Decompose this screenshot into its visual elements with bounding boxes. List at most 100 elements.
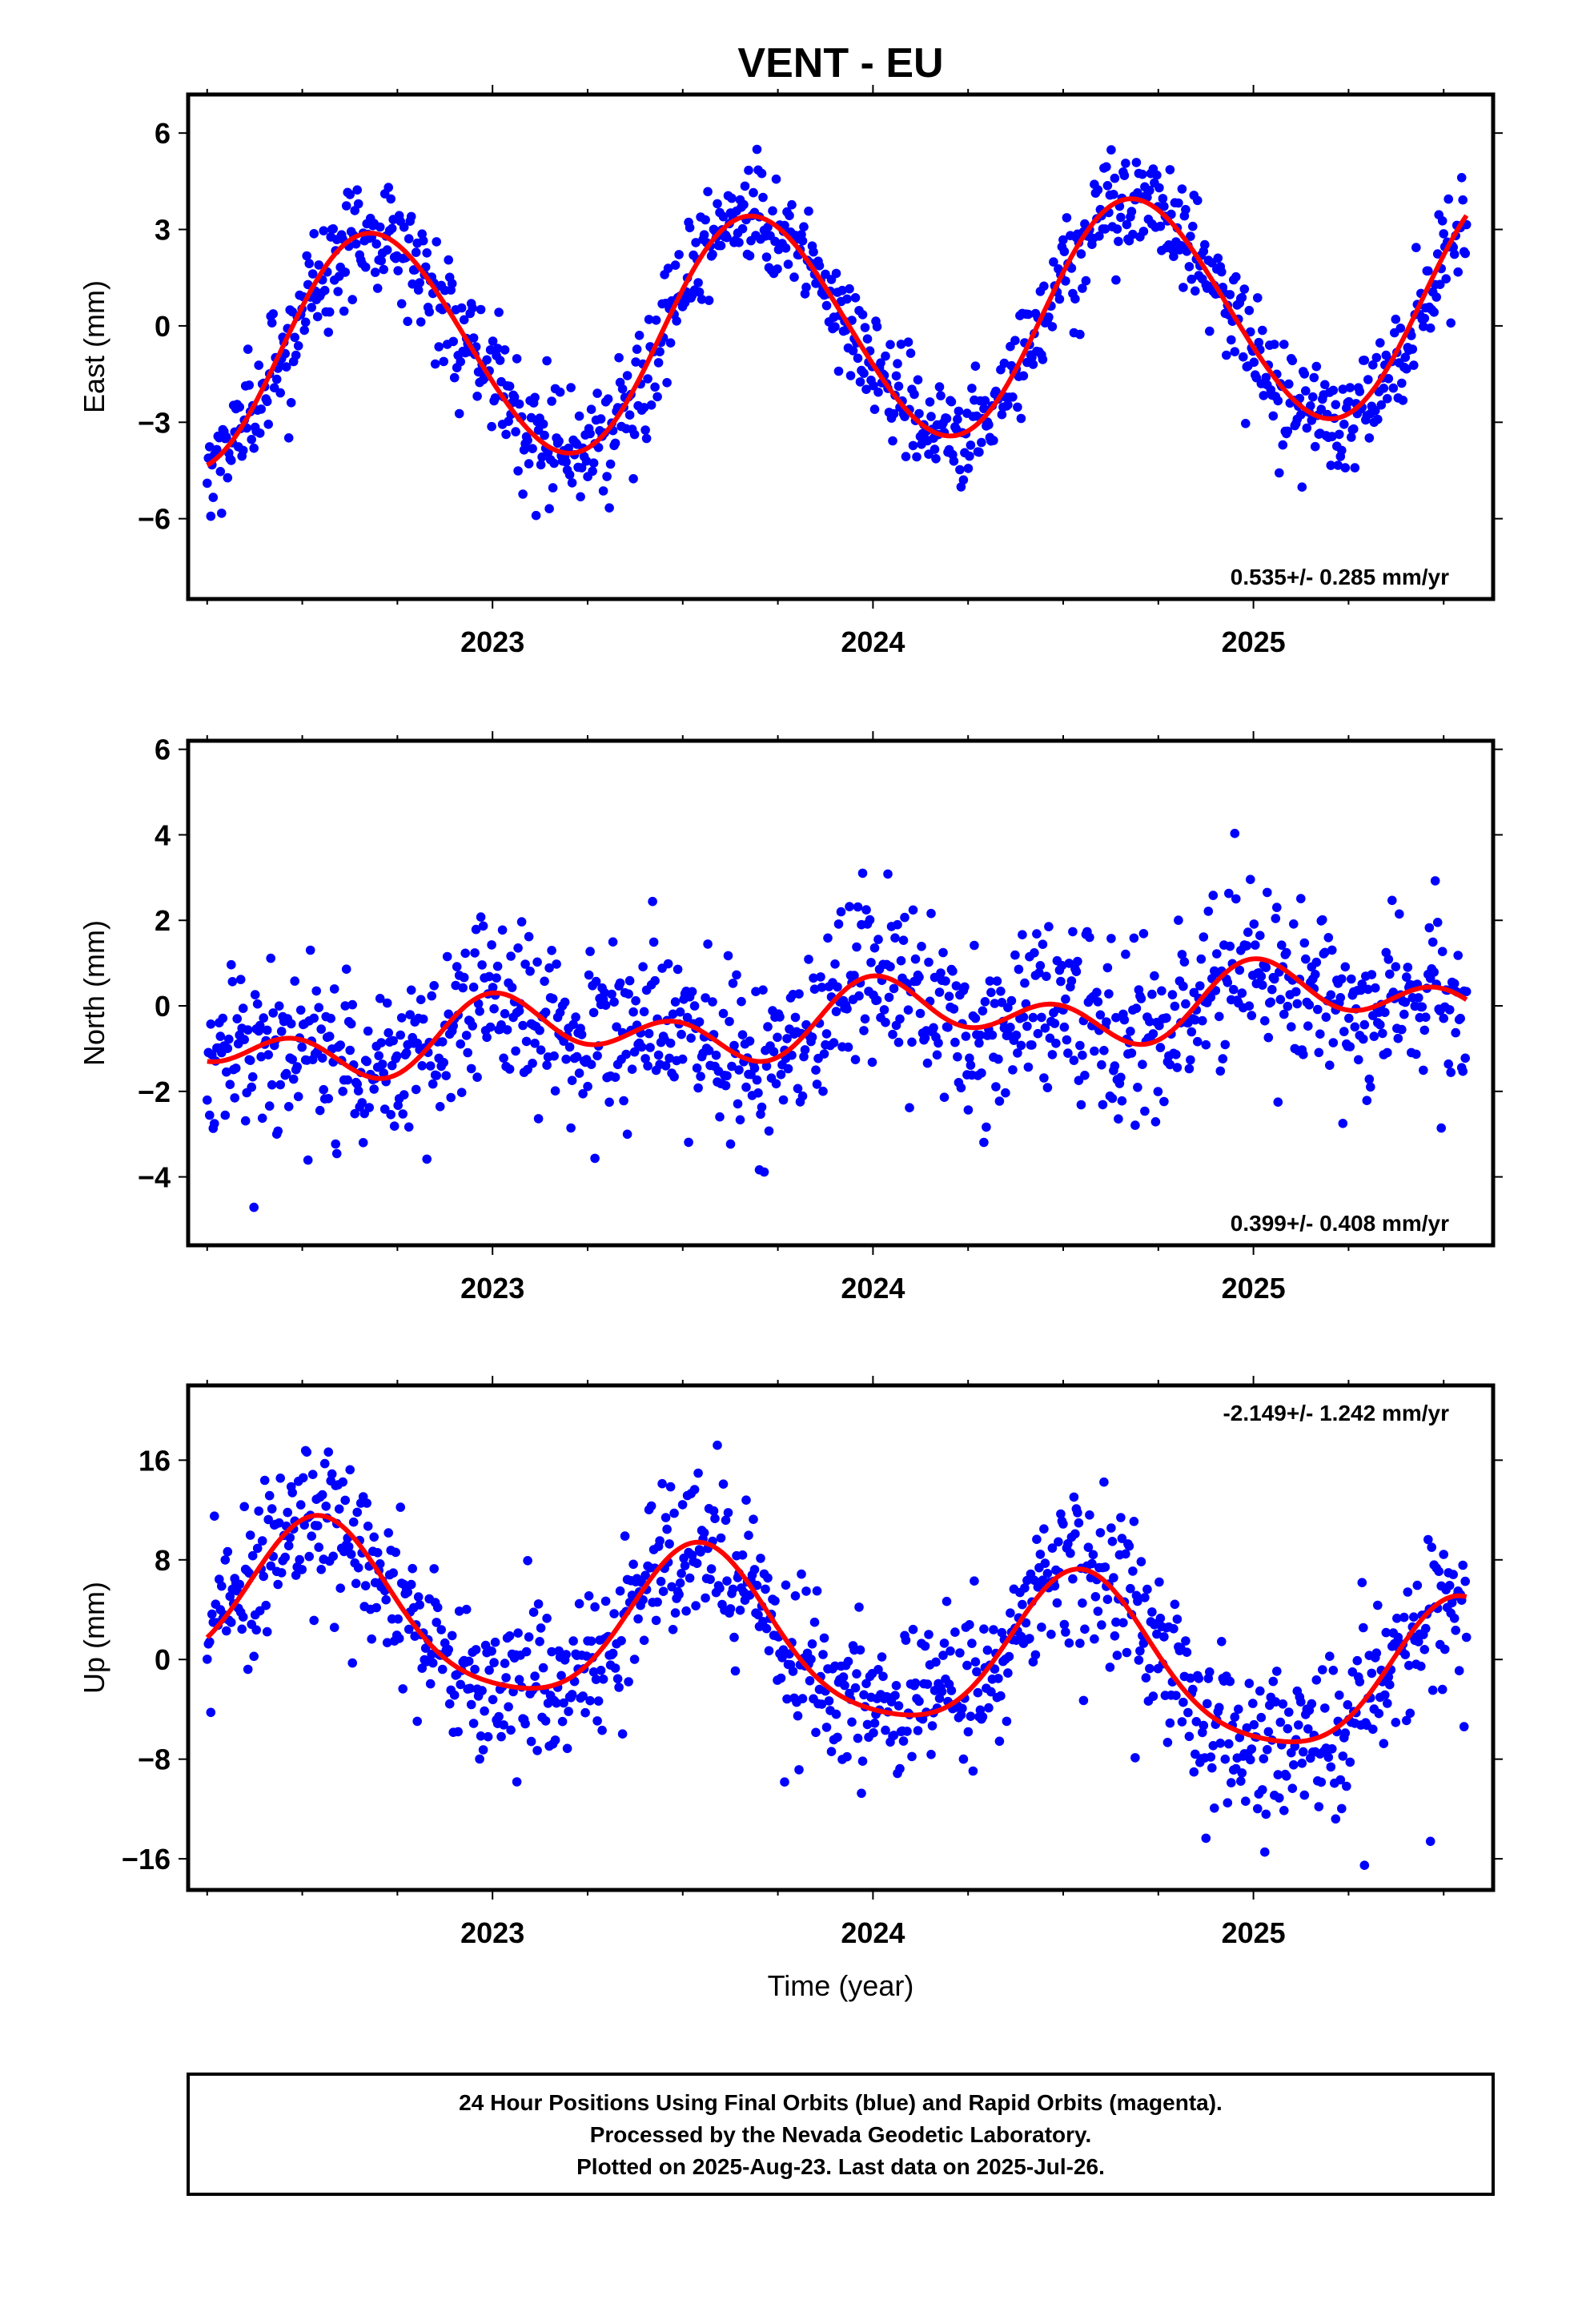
data-point (1381, 1627, 1391, 1638)
data-point (950, 1627, 960, 1637)
data-point (1110, 1061, 1120, 1071)
data-point (977, 437, 986, 448)
data-point (567, 478, 577, 488)
data-point (528, 444, 537, 453)
data-point (776, 1673, 786, 1683)
data-point (771, 174, 781, 184)
data-point (934, 987, 945, 997)
data-point (939, 1638, 950, 1648)
data-point (1170, 1001, 1180, 1011)
data-point (335, 1583, 346, 1593)
data-point (245, 1530, 255, 1540)
data-point (480, 1706, 489, 1716)
data-point (1279, 1806, 1289, 1815)
y-axis-label-up: Up (mm) (78, 1582, 110, 1694)
data-point (711, 1050, 721, 1060)
data-point (1094, 231, 1104, 241)
data-point (552, 1698, 561, 1708)
data-point (1040, 1023, 1050, 1033)
data-point (723, 1508, 733, 1518)
data-point (889, 408, 899, 419)
data-point (247, 1550, 258, 1561)
data-point (1391, 1718, 1401, 1727)
data-point (1155, 1043, 1166, 1052)
data-point (763, 1573, 773, 1583)
data-point (518, 1020, 528, 1031)
data-point (552, 959, 561, 969)
data-point (652, 392, 662, 402)
data-point (1328, 1666, 1339, 1675)
data-point (1013, 1048, 1022, 1058)
data-point (1085, 932, 1094, 943)
data-point (994, 1054, 1003, 1064)
data-point (1379, 1739, 1389, 1748)
data-point (1178, 981, 1188, 991)
data-point (1340, 1728, 1351, 1738)
x-tick-label-2023: 2023 (460, 1916, 524, 1949)
data-point (1275, 995, 1286, 1004)
data-point (1368, 1724, 1378, 1735)
data-point (252, 1543, 263, 1554)
data-point (1122, 219, 1132, 230)
data-point (435, 1102, 445, 1112)
data-point (938, 1651, 948, 1660)
data-point (1275, 1717, 1286, 1727)
data-point (1135, 1646, 1145, 1656)
data-point (761, 1623, 772, 1634)
data-point (404, 234, 414, 243)
data-point (1020, 1583, 1030, 1593)
data-point (1093, 185, 1103, 195)
data-point (562, 1743, 572, 1754)
data-point (1400, 352, 1411, 363)
data-point (1453, 267, 1463, 277)
data-point (718, 211, 729, 222)
data-point (1186, 231, 1195, 241)
data-point (603, 394, 613, 404)
data-point (1117, 1534, 1127, 1543)
data-point (797, 1694, 808, 1703)
data-point (920, 1033, 930, 1043)
data-point (504, 1702, 513, 1712)
data-point (1349, 424, 1359, 434)
data-point (689, 1485, 700, 1494)
data-point (405, 1010, 415, 1019)
data-point (761, 1061, 772, 1072)
data-point (888, 1029, 897, 1039)
data-point (1460, 248, 1470, 259)
data-point (773, 1032, 782, 1043)
data-point (476, 912, 486, 922)
data-point (257, 1536, 267, 1546)
data-point (1352, 1655, 1363, 1666)
data-point (528, 1059, 537, 1068)
data-point (1306, 401, 1315, 411)
data-point (1337, 1803, 1347, 1814)
data-point (1359, 1034, 1368, 1044)
data-point (376, 255, 387, 266)
data-point (970, 1657, 981, 1667)
data-point (262, 396, 272, 407)
data-point (770, 1596, 780, 1606)
data-point (394, 1634, 404, 1643)
data-point (1184, 1731, 1195, 1742)
data-point (966, 1711, 976, 1721)
data-point (624, 975, 635, 986)
data-point (974, 1038, 984, 1048)
data-point (850, 1683, 861, 1693)
data-point (1369, 1031, 1379, 1041)
data-point (408, 279, 417, 289)
data-point (468, 1021, 477, 1031)
data-point (1178, 283, 1188, 292)
data-point (1427, 937, 1438, 947)
data-point (1271, 1697, 1281, 1707)
data-point (1178, 1697, 1188, 1707)
data-point (220, 1555, 231, 1565)
data-point (511, 1046, 520, 1056)
data-point (889, 1731, 899, 1740)
data-point (733, 1099, 743, 1109)
data-point (917, 942, 926, 951)
data-point (1066, 976, 1077, 986)
data-point (1405, 1708, 1415, 1719)
data-point (782, 1694, 792, 1704)
data-point (1013, 402, 1022, 412)
data-point (705, 1574, 715, 1584)
